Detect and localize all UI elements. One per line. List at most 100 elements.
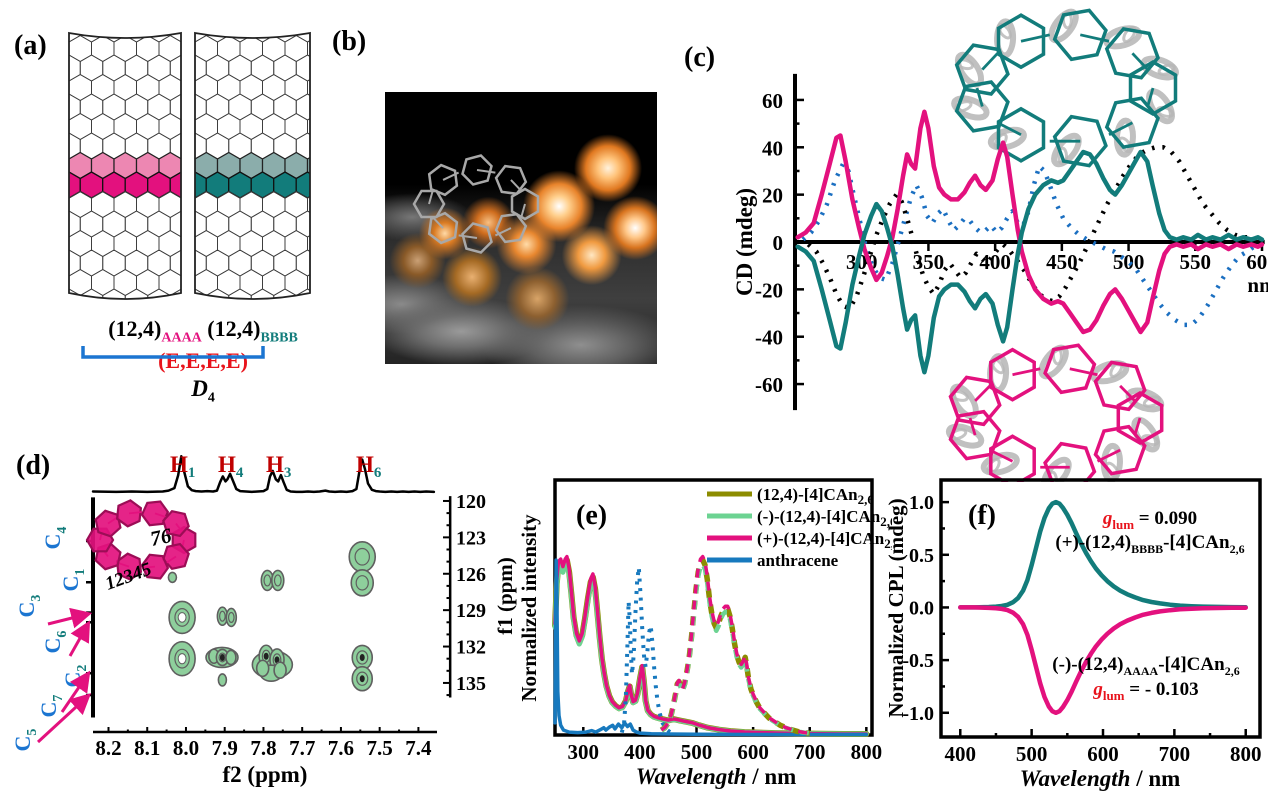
hexagon-icon: [69, 309, 92, 315]
tick-label: 135: [456, 673, 486, 695]
hexagon-icon: [461, 154, 493, 186]
tick-label: 60: [762, 89, 783, 113]
hexagon-icon: [1093, 360, 1147, 412]
hexagon-icon: [319, 133, 325, 159]
nmr-crosspeak: [350, 569, 375, 597]
tick-label: 800: [851, 740, 883, 764]
tick-label: 300: [568, 740, 600, 764]
hexagon-icon: [55, 22, 58, 42]
bond-line: [1020, 33, 1051, 43]
chirality-labels: (12,4)AAAA (12,4)BBBB: [80, 316, 326, 346]
nmr-crosspeak: [168, 600, 196, 635]
macrocycle-inset-teal: [951, 8, 1179, 168]
tick-label: 7.9: [212, 736, 238, 760]
bond-line: [458, 234, 478, 239]
hexagon-icon: [427, 211, 459, 245]
hexagon-icon: [1093, 424, 1147, 476]
shadow-squiggle: [1090, 360, 1130, 385]
panel-b-label: (b): [332, 26, 367, 57]
hexagon-icon: [55, 250, 58, 276]
c4-label: C4: [40, 527, 70, 550]
hexagon-icon: [319, 172, 325, 198]
glum-plus-value: glum = 0.090: [1102, 508, 1197, 532]
bond-line: [128, 511, 143, 515]
hexagon-icon: [319, 211, 325, 237]
hexagon-icon: [147, 171, 171, 199]
bond-line: [117, 561, 130, 568]
tick-label: 20: [762, 184, 783, 208]
hexagon-icon: [228, 288, 252, 299]
cpl-panel: 400 500 600 700 800 1.0 0.5 0.0 -0.5 -1.0 Normali…: [884, 478, 1262, 791]
hexagon-icon: [140, 500, 170, 527]
curve-proton_1d: [91, 454, 436, 494]
nmr-crosspeak: [225, 607, 238, 628]
shadow-squiggle: [1122, 26, 1137, 44]
curve-cpl_plus_teal: [958, 499, 1248, 610]
chirality-left-sub: AAAA: [161, 330, 202, 346]
bond-line: [1146, 87, 1155, 107]
hexagon-icon: [989, 434, 1036, 482]
cd-spectrum-panel: CD (mdeg) nm 300350400450500550600604020…: [732, 8, 1268, 482]
curve-abs_plus: [553, 554, 869, 736]
nmr-2d-panel: 120 123 126 129 132 135 8.2 8.1 8.0 7.9 7.8 7.7 7.6…: [10, 452, 517, 787]
hexagon-icon: [954, 43, 1010, 96]
hexagon-icon: [124, 288, 149, 299]
chirality-left: (12,4): [108, 316, 162, 341]
hexagon-icon: [494, 212, 528, 244]
c6-label: C6: [40, 631, 70, 654]
shadow-squiggle: [1057, 146, 1069, 166]
h3-label: H3: [266, 452, 291, 481]
chirality-right-sub: BBBB: [260, 330, 298, 346]
tick-label: 400: [624, 740, 656, 764]
nmr-crosspeak: [273, 661, 287, 680]
nmr-crosspeak: [168, 640, 196, 677]
tick-label: -0.5: [902, 650, 934, 672]
tick-label: 7.8: [250, 736, 276, 760]
tick-label: 129: [456, 600, 486, 622]
nanotube-pair-drawing: [55, 22, 325, 315]
shadow-squiggle: [1051, 132, 1082, 168]
hexagon-icon: [79, 288, 104, 299]
tick-label: 450: [1046, 250, 1078, 274]
hexagon-icon: [114, 309, 137, 315]
hexagon-icon: [195, 309, 218, 315]
bond-line: [154, 512, 167, 519]
configuration-label: (E,E,E,E): [158, 348, 248, 374]
tick-label: 500: [681, 740, 713, 764]
chirality-right: (12,4): [201, 316, 261, 341]
hexagon-icon: [55, 211, 58, 237]
bond-line: [428, 190, 434, 205]
tick-label: 800: [1230, 742, 1262, 766]
tick-label: 8.0: [173, 736, 199, 760]
hexagon-icon: [1104, 27, 1160, 80]
hexagon-icon: [989, 347, 1036, 402]
curve-cd_plus_pink: [795, 109, 1265, 335]
hexagon-icon: [273, 288, 297, 299]
hexagon-icon: [285, 309, 308, 315]
bond-line: [1079, 33, 1110, 43]
hexagon-icon: [319, 94, 325, 120]
hexagon-icon: [55, 172, 58, 198]
hexagon-icon: [205, 171, 230, 199]
bond-line: [1108, 121, 1134, 137]
nmr-crosspeak: [255, 659, 270, 678]
legend-label-2: (-)-(12,4)-[4]CAn2,6: [757, 507, 892, 529]
tick-label: 7.4: [405, 736, 432, 760]
tick-label: 126: [456, 564, 486, 586]
hexagon-icon: [69, 229, 70, 258]
hexagon-icon: [263, 309, 286, 315]
hexagon-icon: [159, 309, 182, 315]
shadow-squiggle: [949, 383, 979, 420]
c7-label: C7: [36, 695, 66, 718]
hexagon-icon: [92, 309, 115, 315]
nanotube: [55, 22, 182, 315]
hexagon-icon: [69, 73, 70, 102]
hexagon-icon: [102, 171, 126, 199]
hexagon-icon: [1052, 114, 1108, 168]
bond-line: [1012, 367, 1041, 377]
tick-label: 132: [456, 637, 486, 659]
bond-line: [1096, 448, 1121, 463]
c5-label: C5: [10, 729, 40, 752]
hexagon-icon: [69, 112, 70, 141]
molecule-overlay-ring: [412, 154, 540, 254]
